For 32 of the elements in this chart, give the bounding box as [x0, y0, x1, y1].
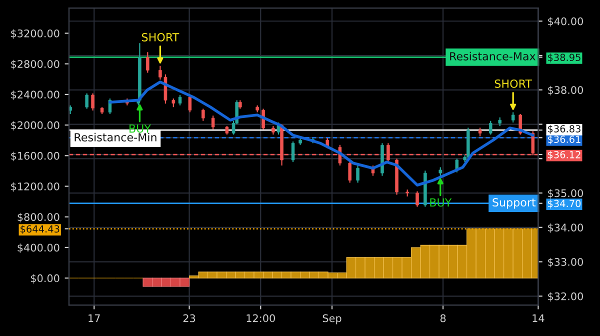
y2-tick-label: $400.00 — [18, 244, 60, 253]
y-tick-label: $38.00 — [548, 86, 583, 96]
x-tick-label: 17 — [88, 314, 100, 322]
y2-tick-label: $2400.00 — [11, 90, 60, 100]
y2-tick-label: $2800.00 — [11, 60, 60, 70]
y2-tick-label: $3200.00 — [11, 29, 60, 39]
y2-tick-label: $0.00 — [31, 274, 60, 284]
y2-tick-label: $1600.00 — [11, 152, 60, 162]
x-tick-label: 8 — [440, 314, 446, 322]
y2-tick-label: $800.00 — [18, 212, 60, 222]
x-tick-label: Sep — [322, 314, 342, 324]
annotation: SHORT — [142, 33, 180, 42]
y-tick-label: $34.70 — [548, 200, 581, 208]
x-tick-label: 14 — [532, 314, 544, 322]
y2-tick-label: $1200.00 — [11, 182, 60, 192]
y-tick-label: $32.00 — [548, 292, 583, 302]
y-tick-label: $34.00 — [548, 223, 583, 233]
y-tick-label: $40.00 — [548, 17, 583, 27]
y-tick-label: $36.12 — [548, 150, 580, 160]
ref-line-label: Resistance-Min — [74, 132, 156, 142]
y-tick-label: $38.95 — [548, 54, 580, 62]
annotation: SHORT — [494, 79, 532, 88]
ref-line-label: Resistance-Max — [450, 52, 536, 60]
y-tick-label: $35.00 — [548, 189, 583, 199]
y-tick-label: $33.00 — [548, 258, 583, 268]
x-tick-label: 12:00 — [246, 314, 275, 322]
y2-tick-label: $2000.00 — [11, 121, 60, 131]
y-tick-label: $36.61 — [548, 135, 580, 144]
y2-tick-label: $644.43 — [20, 225, 60, 234]
y-tick-label: $36.83 — [548, 124, 580, 134]
x-tick-label: 23 — [183, 314, 196, 322]
ref-line-label: Support — [492, 198, 536, 209]
